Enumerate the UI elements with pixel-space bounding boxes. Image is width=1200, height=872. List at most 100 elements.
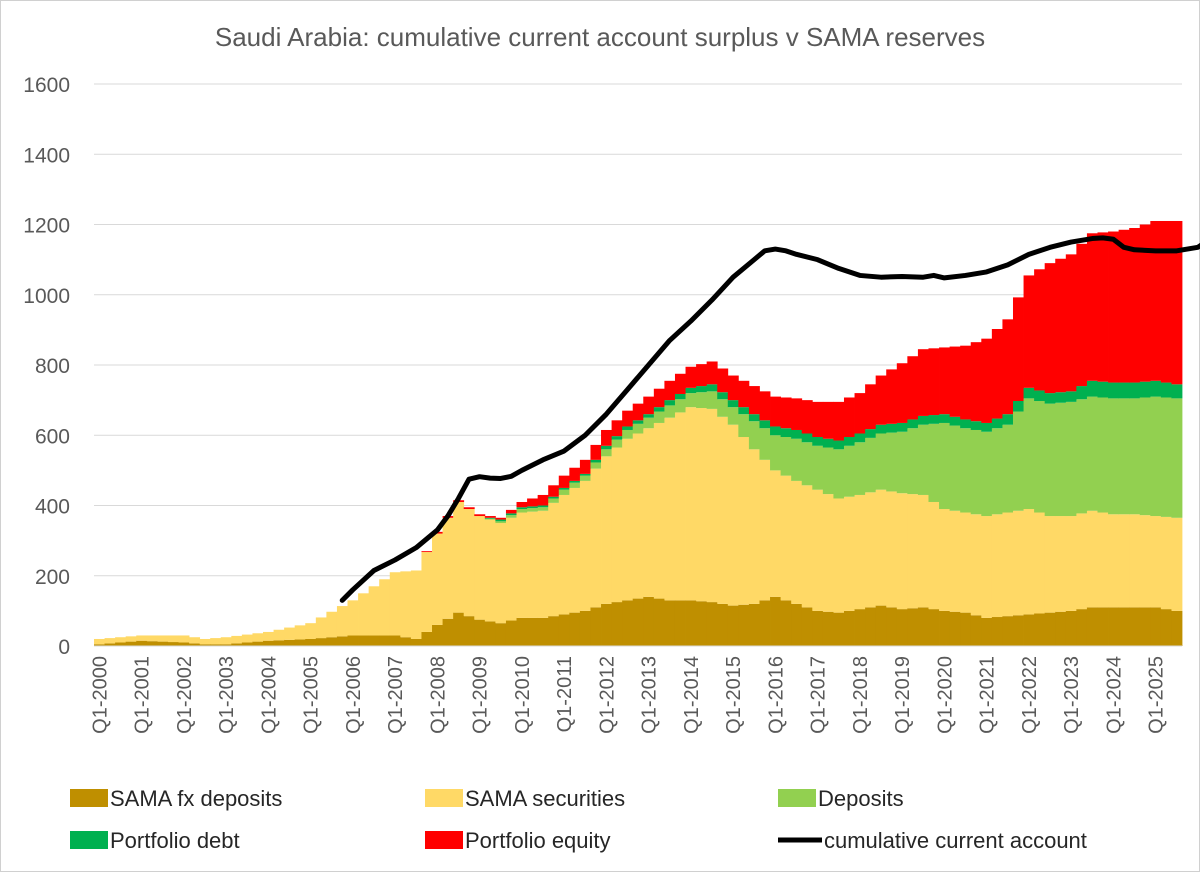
bar-portfolio-debt	[1023, 387, 1035, 399]
y-tick-label: 1400	[23, 144, 70, 167]
bar-sama-fx-deposits	[833, 612, 845, 646]
bar-deposits	[865, 437, 877, 493]
bar-sama-securities	[463, 509, 475, 617]
bar-sama-securities	[146, 635, 158, 642]
bar-deposits	[1150, 396, 1162, 517]
bar-sama-fx-deposits	[812, 610, 824, 647]
bar-deposits	[569, 482, 581, 488]
bar-portfolio-debt	[1160, 382, 1172, 398]
bar-sama-securities	[812, 489, 824, 611]
bar-portfolio-equity	[590, 444, 602, 460]
bar-portfolio-debt	[907, 419, 919, 429]
y-tick-label: 1600	[23, 74, 70, 97]
bar-sama-fx-deposits	[1002, 616, 1014, 646]
bar-sama-fx-deposits	[231, 643, 243, 646]
legend-swatch	[778, 789, 816, 807]
bar-portfolio-equity	[1076, 243, 1088, 387]
bar-portfolio-debt	[738, 407, 750, 415]
bar-sama-securities	[939, 509, 951, 611]
bar-deposits	[812, 445, 824, 490]
bar-portfolio-equity	[1129, 228, 1141, 383]
bar-portfolio-equity	[875, 375, 887, 425]
bar-sama-fx-deposits	[368, 635, 380, 646]
bar-sama-securities	[537, 510, 549, 618]
bar-sama-securities	[664, 417, 676, 601]
bar-sama-fx-deposits	[94, 644, 105, 646]
bar-sama-securities	[263, 631, 274, 641]
bar-sama-fx-deposits	[189, 643, 201, 646]
bar-sama-fx-deposits	[1086, 607, 1098, 646]
bar-portfolio-debt	[854, 433, 866, 443]
bar-portfolio-debt	[643, 414, 655, 418]
bar-deposits	[1097, 397, 1109, 513]
bar-portfolio-equity	[685, 366, 697, 388]
bar-portfolio-equity	[421, 551, 433, 553]
bar-deposits	[801, 442, 813, 486]
bar-portfolio-equity	[484, 516, 496, 518]
bar-portfolio-equity	[748, 386, 760, 415]
bar-sama-securities	[115, 637, 127, 643]
bar-portfolio-equity	[516, 501, 528, 508]
bar-portfolio-debt	[886, 423, 898, 433]
bar-sama-fx-deposits	[907, 608, 919, 646]
x-tick-label: Q1-2012	[596, 656, 618, 734]
bar-deposits	[791, 438, 803, 481]
bar-sama-securities	[706, 408, 718, 603]
x-tick-label: Q1-2023	[1061, 656, 1083, 734]
bar-deposits	[1055, 402, 1067, 517]
bar-portfolio-equity	[770, 396, 781, 427]
bar-sama-securities	[1002, 512, 1014, 617]
bar-sama-fx-deposits	[611, 602, 623, 646]
chart-title: Saudi Arabia: cumulative current account…	[215, 22, 985, 52]
bar-portfolio-equity	[727, 375, 739, 401]
bar-sama-securities	[484, 519, 496, 622]
bar-sama-fx-deposits	[294, 639, 306, 646]
bar-sama-fx-deposits	[527, 617, 539, 646]
bar-deposits	[917, 424, 929, 495]
bar-deposits	[1139, 397, 1151, 516]
bar-sama-securities	[1055, 516, 1067, 612]
bar-sama-securities	[1076, 513, 1088, 610]
bar-portfolio-equity	[949, 346, 961, 417]
bar-sama-fx-deposits	[896, 609, 908, 646]
bar-sama-fx-deposits	[1171, 610, 1183, 647]
bar-sama-fx-deposits	[400, 637, 412, 646]
bar-sama-fx-deposits	[442, 618, 454, 646]
bar-sama-fx-deposits	[949, 611, 961, 646]
x-tick-label: Q1-2017	[808, 656, 830, 734]
bar-sama-securities	[759, 459, 771, 601]
bar-sama-fx-deposits	[347, 635, 359, 646]
bar-portfolio-debt	[505, 513, 517, 516]
bar-sama-fx-deposits	[1160, 609, 1172, 646]
bar-portfolio-debt	[1086, 380, 1098, 397]
legend: SAMA fx deposits SAMA securities Deposits P…	[70, 786, 1087, 853]
bar-portfolio-debt	[727, 400, 739, 408]
bar-portfolio-equity	[632, 403, 644, 421]
bar-portfolio-debt	[843, 437, 855, 446]
bar-sama-fx-deposits	[1118, 607, 1130, 646]
bar-portfolio-debt	[495, 519, 507, 522]
bar-portfolio-equity	[622, 410, 634, 427]
bar-portfolio-equity	[1086, 233, 1098, 381]
bar-portfolio-debt	[548, 496, 560, 499]
bar-sama-securities	[273, 629, 285, 641]
bar-sama-securities	[389, 572, 401, 636]
x-tick-label: Q1-2021	[977, 656, 999, 734]
bar-sama-securities	[970, 514, 982, 616]
bar-portfolio-equity	[579, 459, 591, 474]
bar-portfolio-debt	[949, 416, 961, 426]
bar-portfolio-debt	[674, 393, 686, 400]
bar-sama-fx-deposits	[548, 616, 560, 646]
bar-portfolio-equity	[643, 396, 655, 415]
bar-sama-securities	[505, 517, 517, 621]
bar-portfolio-equity	[664, 380, 676, 401]
bar-portfolio-equity	[1150, 220, 1162, 381]
legend-swatch	[425, 831, 463, 849]
bar-deposits	[907, 428, 919, 495]
bar-portfolio-equity	[1055, 258, 1067, 393]
bar-sama-fx-deposits	[1108, 607, 1120, 646]
bar-sama-securities	[347, 600, 359, 636]
bar-sama-fx-deposits	[1034, 613, 1046, 646]
x-tick-label: Q1-2004	[258, 656, 280, 734]
